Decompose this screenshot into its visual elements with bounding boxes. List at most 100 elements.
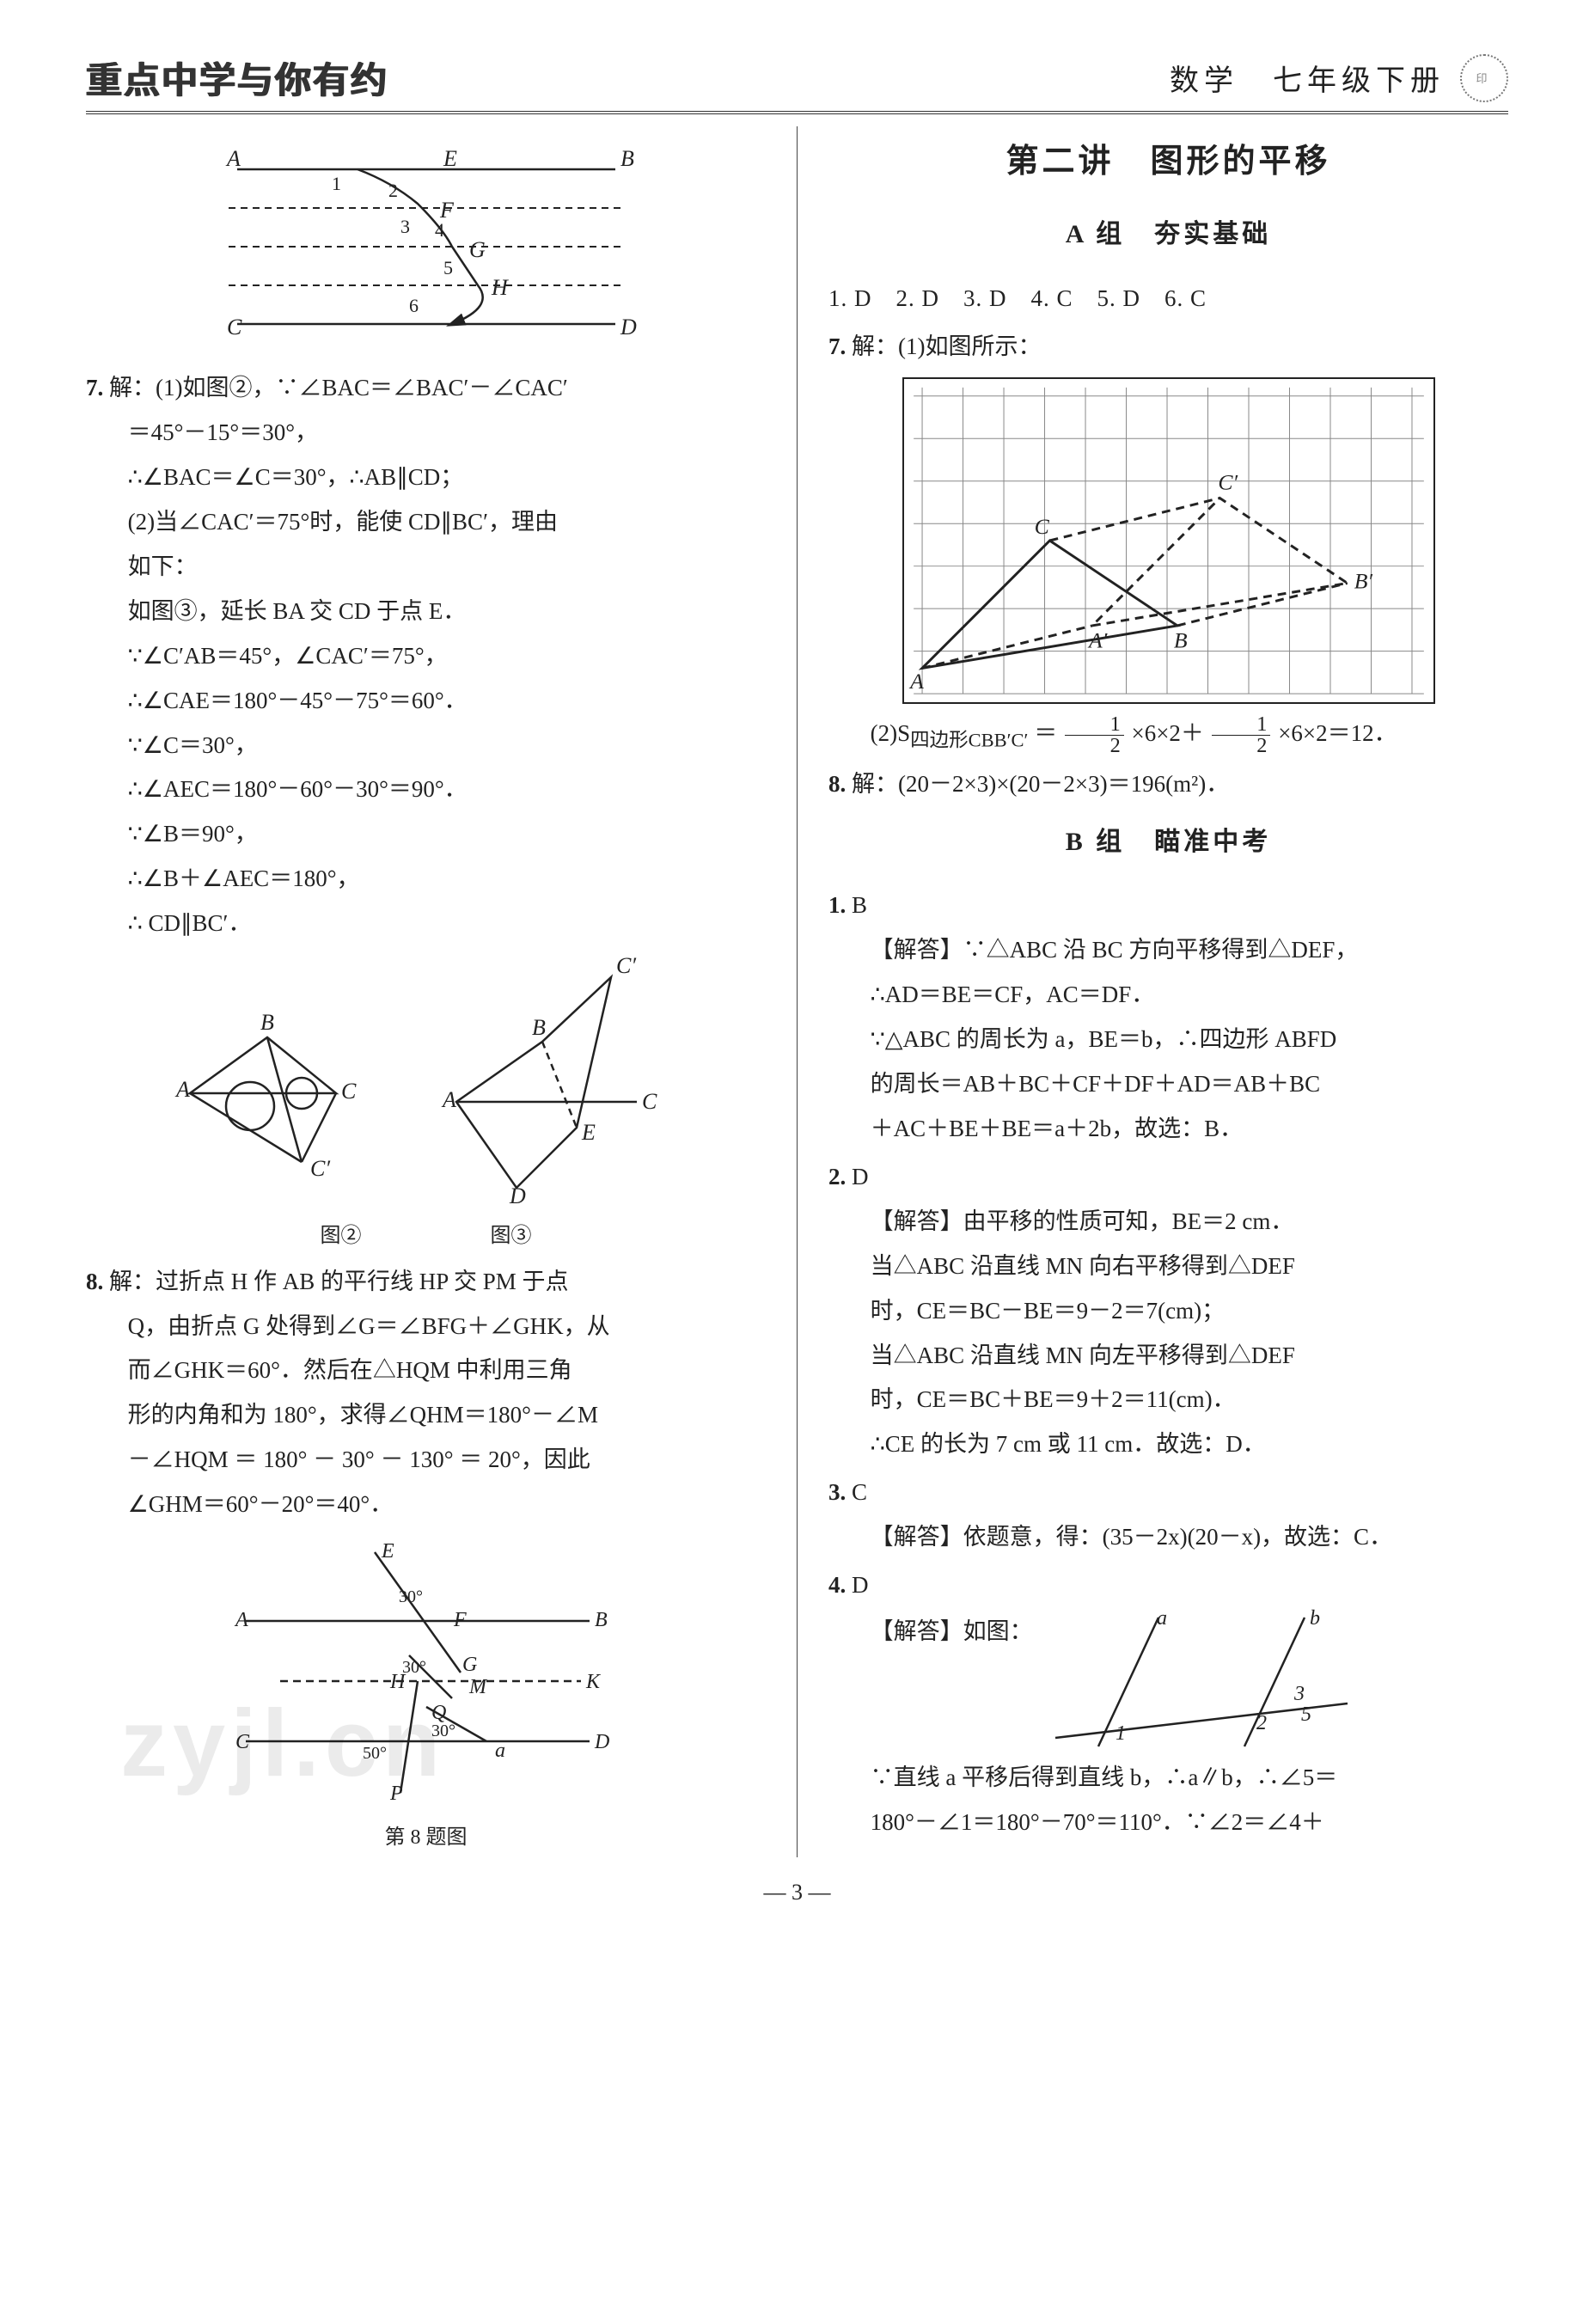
svg-text:5: 5 [443,257,453,278]
right-column: 第二讲 图形的平移 A 组 夯实基础 1. D 2. D 3. D 4. C 5… [818,126,1508,1857]
svg-text:30°: 30° [402,1658,426,1677]
svg-text:E: E [443,146,457,171]
svg-text:1: 1 [332,173,341,194]
svg-text:50°: 50° [363,1744,387,1763]
svg-text:30°: 30° [431,1722,455,1740]
b2-l4: 时，CE＝BC＋BE＝9＋2＝11(cm)． [828,1379,1508,1422]
q8-l0: 解：过折点 H 作 AB 的平行线 HP 交 PM 于点 [109,1269,569,1294]
svg-text:G: G [462,1654,477,1676]
b1-l3: 的周长＝AB＋BC＋CF＋DF＋AD＝AB＋BC [828,1063,1508,1106]
q7-l5: 如图③，延长 BA 交 CD 于点 E． [86,590,766,633]
b2-l2: 时，CE＝BC－BE＝9－2＝7(cm)； [828,1290,1508,1333]
two-column-layout: AB CD E F G H 12 34 56 7. 解：(1)如图②，∵∠BAC… [86,126,1508,1857]
svg-text:C′: C′ [616,956,636,978]
svg-text:A: A [234,1609,248,1631]
q8-num: 8. [86,1269,103,1294]
q7-l9: ∴∠AEC＝180°－60°－30°＝90°． [86,768,766,811]
group-b-title: B 组 瞄准中考 [828,818,1508,866]
b2-l0: 【解答】由平移的性质可知，BE＝2 cm． [828,1201,1508,1244]
q7-l11: ∴∠B＋∠AEC＝180°， [86,858,766,901]
figure-parallel-lines: AB CD E F G H 12 34 56 [186,135,667,358]
fraction-half-1: 12 [1065,714,1124,757]
q7-l10: ∵∠B＝90°， [86,813,766,856]
svg-text:B: B [595,1609,608,1631]
fig2-caption: 图② [321,1217,362,1255]
svg-text:A: A [174,1077,190,1102]
svg-text:A′: A′ [1086,627,1107,652]
q7-l8: ∵∠C＝30°， [86,725,766,768]
svg-text:D: D [594,1731,609,1753]
svg-text:C: C [1034,514,1049,539]
svg-text:G: G [469,237,486,262]
q8-l1: Q，由折点 G 处得到∠G＝∠BFG＋∠GHK，从 [86,1306,766,1349]
b1-l4: ＋AC＋BE＋BE＝a＋2b，故选：B． [828,1108,1508,1151]
q7r-num: 7. [828,333,846,359]
group-a-answers: 1. D 2. D 3. D 4. C 5. D 6. C [828,278,1508,321]
svg-text:6: 6 [409,295,419,316]
q8r-text: 解：(20－2×3)×(20－2×3)＝196(m²)． [852,771,1229,797]
svg-text:2: 2 [1256,1712,1267,1734]
svg-text:C: C [235,1731,250,1753]
svg-text:E: E [581,1120,596,1145]
subject-text: 数学 七年级下册 [1170,57,1445,99]
svg-text:D: D [620,315,637,339]
svg-text:D: D [509,1183,526,1208]
b4-ans: D [852,1572,869,1598]
b1-num: 1. [828,892,846,918]
q7r-line1: 解：(1)如图所示： [852,333,1041,359]
b2-l3: 当△ABC 沿直线 MN 向左平移得到△DEF [828,1335,1508,1378]
svg-text:C′: C′ [1218,469,1238,494]
b1-l1: ∴AD＝BE＝CF，AC＝DF． [828,974,1508,1017]
fig-q8-caption: 第 8 题图 [86,1819,766,1856]
b4-intro: 【解答】如图： [828,1611,1033,1654]
subject-label: 数学 七年级下册 印 [1170,54,1508,102]
page-header: 重点中学与你有约 数学 七年级下册 印 [86,52,1508,114]
svg-text:A: A [908,669,924,694]
fraction-half-2: 12 [1212,714,1271,757]
q7-l12: ∴ CD∥BC′． [86,902,766,945]
svg-text:A: A [225,146,241,171]
figure-3: AB C′C ED [413,956,688,1214]
svg-text:H: H [491,275,509,300]
b4-num: 4. [828,1572,846,1598]
svg-text:3: 3 [1293,1683,1305,1705]
b2-ans: D [852,1164,869,1190]
q8-l3: 形的内角和为 180°，求得∠QHM＝180°－∠M [86,1394,766,1437]
q7-l4: 如下： [86,546,766,589]
svg-text:B′: B′ [1354,568,1372,593]
q8r-num: 8. [828,771,846,797]
q7r-line2: (2)S四边形CBB′C′ ＝ 12 ×6×2＋ 12 ×6×2＝12． [828,712,1508,758]
question-b1: 1. B 【解答】∵△ABC 沿 BC 方向平移得到△DEF， ∴AD＝BE＝C… [828,884,1508,1151]
svg-text:5: 5 [1301,1703,1311,1726]
question-7-right: 7. 解：(1)如图所示： A B C A′ B′ C′ [828,326,1508,758]
svg-text:A: A [441,1087,456,1112]
svg-text:4: 4 [435,219,444,241]
figure-2-3-row: AB CC′ AB C′C ED [86,956,766,1214]
svg-text:30°: 30° [399,1587,423,1606]
svg-text:C: C [341,1079,357,1104]
b1-l0: 【解答】∵△ABC 沿 BC 方向平移得到△DEF， [828,929,1508,972]
svg-text:1: 1 [1116,1722,1126,1745]
q7-num: 7. [86,375,103,401]
question-8-left: 8. 解：过折点 H 作 AB 的平行线 HP 交 PM 于点 Q，由折点 G … [86,1261,766,1527]
svg-text:K: K [585,1671,602,1693]
svg-text:B: B [620,146,634,171]
lesson-title: 第二讲 图形的平移 [828,131,1508,192]
q7-l7: ∴∠CAE＝180°－45°－75°＝60°． [86,680,766,723]
q7-l0: 解：(1)如图②，∵∠BAC＝∠BAC′－∠CAC′ [109,375,568,401]
fig3-caption: 图③ [491,1217,532,1255]
b1-ans: B [852,892,867,918]
svg-text:B: B [1173,627,1187,652]
q7-l6: ∵∠C′AB＝45°，∠CAC′＝75°， [86,635,766,678]
b3-num: 3. [828,1479,846,1505]
svg-text:P: P [389,1783,403,1805]
group-a-title: A 组 夯实基础 [828,211,1508,259]
svg-text:C: C [642,1089,657,1114]
question-b3: 3. C 【解答】依题意，得：(35－2x)(20－x)，故选：C． [828,1471,1508,1559]
brand-title: 重点中学与你有约 [86,52,388,104]
svg-text:F: F [453,1609,467,1631]
figure-2-3-captions: 图② 图③ [86,1217,766,1255]
svg-text:a: a [1157,1609,1167,1630]
question-7-left: 7. 解：(1)如图②，∵∠BAC＝∠BAC′－∠CAC′ ＝45°－15°＝3… [86,367,766,945]
svg-text:C: C [227,315,242,339]
